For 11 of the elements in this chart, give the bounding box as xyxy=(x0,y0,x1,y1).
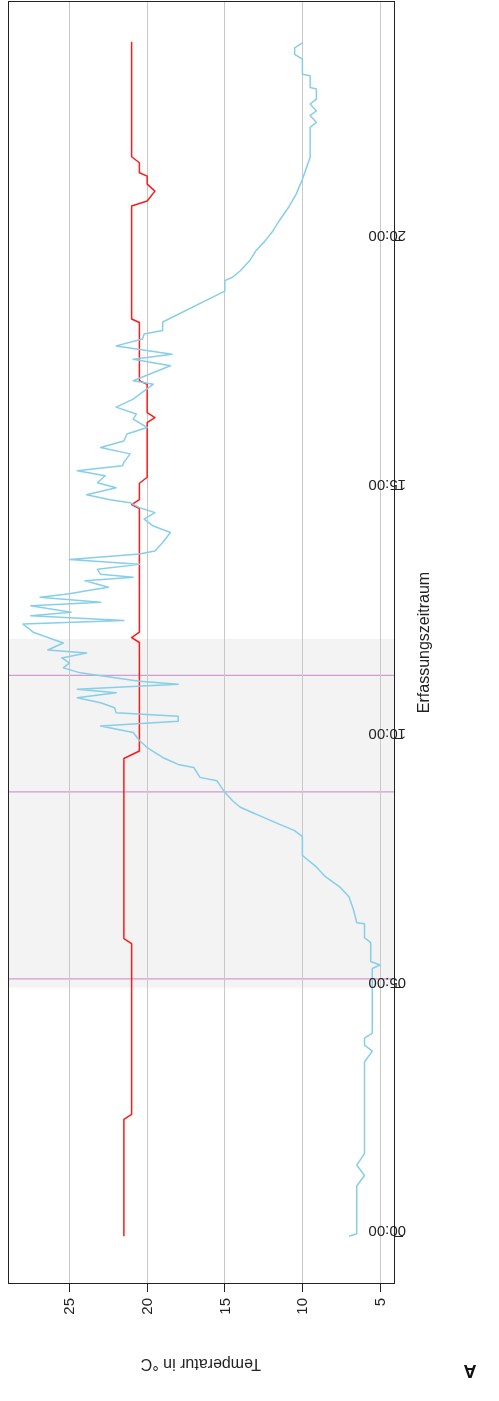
text: A xyxy=(463,1361,477,1381)
x-axis-title: Temperatur in °C xyxy=(140,1356,261,1373)
y-tick-label: 00:00 xyxy=(368,1223,406,1241)
y-axis-title: Erfassungszeitraum xyxy=(414,571,432,714)
x-tick-label: 15 xyxy=(215,1298,233,1315)
y-tick-label: 10:00 xyxy=(368,725,406,743)
y-tick-label: 20:00 xyxy=(368,228,406,246)
x-tick-label: 20 xyxy=(138,1298,156,1315)
x-tick-label: 25 xyxy=(60,1298,78,1315)
x-tick-label: 10 xyxy=(293,1298,311,1315)
x-tick-label: 5 xyxy=(370,1298,388,1307)
